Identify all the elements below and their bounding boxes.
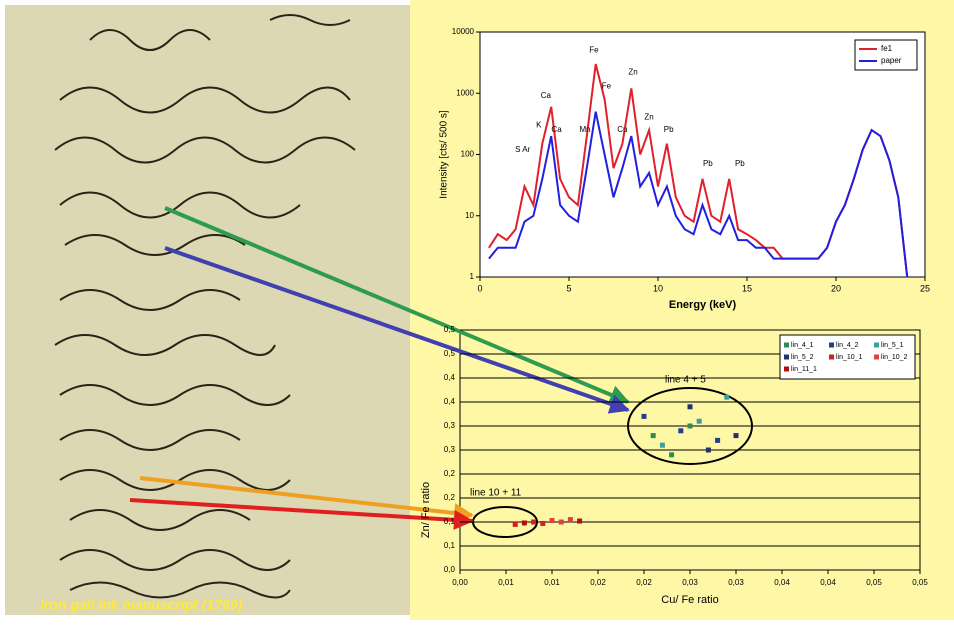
y-tick-label: 10000 <box>452 27 475 36</box>
point <box>660 443 665 448</box>
point <box>688 424 693 429</box>
point <box>540 521 545 526</box>
point <box>559 520 564 525</box>
point <box>513 522 518 527</box>
y-tick-label: 0,4 <box>444 397 456 406</box>
y-tick-label: 10 <box>465 211 474 220</box>
point <box>697 419 702 424</box>
x-tick-label: 25 <box>920 283 930 293</box>
legend-label: lin_4_2 <box>836 342 859 349</box>
x-tick-label: 0,04 <box>820 578 836 587</box>
peak-label: Ca <box>551 125 562 134</box>
peak-label: Zn <box>644 113 653 122</box>
peak-label: Mn <box>579 125 590 134</box>
x-tick-label: 0,05 <box>866 578 882 587</box>
peak-label: K <box>536 120 542 129</box>
legend-swatch <box>874 343 879 348</box>
y-tick-label: 0,4 <box>444 373 456 382</box>
legend-label: lin_11_1 <box>791 366 817 373</box>
legend-label: fe1 <box>881 44 893 53</box>
x-tick-label: 0,01 <box>544 578 560 587</box>
y-tick-label: 0,5 <box>444 349 456 358</box>
x-tick-label: 5 <box>566 283 571 293</box>
x-tick-label: 15 <box>742 283 752 293</box>
legend-label: lin_10_1 <box>836 354 863 361</box>
x-tick-label: 0 <box>477 283 482 293</box>
y-tick-label: 1 <box>470 272 475 281</box>
point <box>651 433 656 438</box>
legend-swatch <box>874 355 879 360</box>
peak-label: S Ar <box>515 145 530 154</box>
legend-label: lin_10_2 <box>881 354 908 361</box>
peak-label: Cu <box>617 125 627 134</box>
legend-label: lin_5_2 <box>791 354 814 361</box>
peak-label: Pb <box>664 125 674 134</box>
y-tick-label: 0,1 <box>444 541 456 550</box>
x-tick-label: 0,02 <box>636 578 652 587</box>
y-tick-label: 0,3 <box>444 421 456 430</box>
y-tick-label: 0,5 <box>444 325 456 334</box>
y-axis-label: Zn/ Fe ratio <box>420 482 432 538</box>
annotation: line 4 + 5 <box>665 375 706 386</box>
peak-label: Ca <box>541 91 552 100</box>
x-axis-label: Energy (keV) <box>669 299 737 311</box>
x-tick-label: 0,01 <box>498 578 514 587</box>
y-tick-label: 1000 <box>456 88 474 97</box>
y-axis-label: Intensity [cts/ 500 s] <box>439 110 450 199</box>
peak-label: Pb <box>703 159 713 168</box>
x-tick-label: 10 <box>653 283 663 293</box>
x-tick-label: 0,03 <box>682 578 698 587</box>
point <box>706 448 711 453</box>
caption: Iron gall ink manuscript (1769) <box>40 597 243 613</box>
x-tick-label: 0,03 <box>728 578 744 587</box>
legend-label: lin_5_1 <box>881 342 904 349</box>
annotation: line 10 + 11 <box>470 488 522 499</box>
point <box>715 438 720 443</box>
peak-label: Pb <box>735 159 745 168</box>
y-tick-label: 0,1 <box>444 517 456 526</box>
legend-swatch <box>784 355 789 360</box>
x-tick-label: 0,02 <box>590 578 606 587</box>
y-tick-label: 0,3 <box>444 445 456 454</box>
legend-swatch <box>829 343 834 348</box>
legend-label: paper <box>881 56 902 65</box>
legend-swatch <box>784 343 789 348</box>
point <box>577 519 582 524</box>
legend-label: lin_4_1 <box>791 342 814 349</box>
y-tick-label: 0,2 <box>444 493 456 502</box>
x-tick-label: 0,05 <box>912 578 928 587</box>
peak-label: Zn <box>628 67 637 76</box>
point <box>531 520 536 525</box>
point <box>669 452 674 457</box>
x-tick-label: 20 <box>831 283 841 293</box>
point <box>688 404 693 409</box>
point <box>642 414 647 419</box>
x-tick-label: 0,00 <box>452 578 468 587</box>
figure: Iron gall ink manuscript (1769) line 4 +… <box>0 0 954 629</box>
point <box>550 518 555 523</box>
point <box>724 395 729 400</box>
x-tick-label: 0,04 <box>774 578 790 587</box>
legend-swatch <box>829 355 834 360</box>
x-axis-label: Cu/ Fe ratio <box>661 594 718 606</box>
peak-label: Fe <box>589 46 599 55</box>
point <box>568 517 573 522</box>
point <box>522 520 527 525</box>
legend-swatch <box>784 367 789 372</box>
y-tick-label: 100 <box>461 150 475 159</box>
point <box>734 433 739 438</box>
point <box>678 428 683 433</box>
y-tick-label: 0,0 <box>444 565 456 574</box>
peak-label: Fe <box>602 81 612 90</box>
y-tick-label: 0,2 <box>444 469 456 478</box>
